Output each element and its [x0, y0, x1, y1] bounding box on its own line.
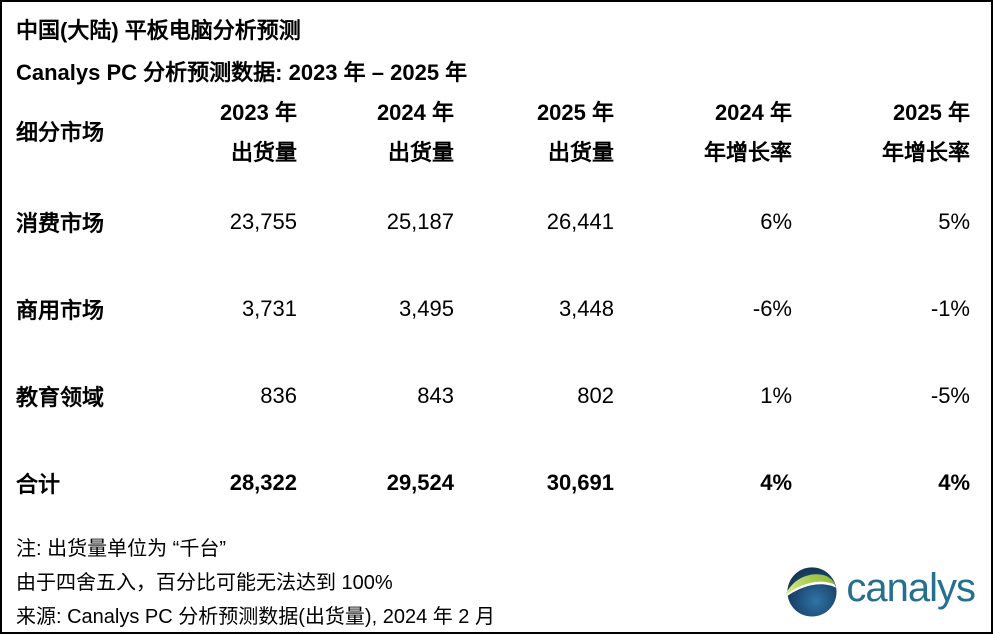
column-header-line: 年增长率: [881, 140, 970, 165]
column-header-line: 年增长率: [703, 140, 792, 165]
cell-value: -6%: [752, 295, 792, 321]
cell-value: 6%: [760, 208, 792, 234]
cell-value: 3,448: [558, 295, 614, 321]
column-header-line: 出货量: [547, 140, 614, 165]
cell-value: -1%: [930, 295, 970, 321]
cell-value: 836: [260, 382, 297, 408]
header: 中国(大陆) 平板电脑分析预测 Canalys PC 分析预测数据: 2023 …: [2, 2, 991, 88]
column-header-2024-growth: 2024 年 年增长率: [614, 88, 792, 178]
footnote-unit: 注: 出货量单位为 “千台”: [16, 538, 226, 560]
column-header-line: 2024 年: [376, 100, 454, 125]
row-label-education: 教育领域: [16, 384, 105, 410]
column-header-line: 2023 年: [219, 100, 297, 125]
cell-value: 23,755: [229, 208, 297, 234]
column-header-line: 2025 年: [892, 100, 970, 125]
column-header-line: 出货量: [387, 140, 454, 165]
forecast-table: 细分市场 2023 年 出货量 2024 年 出货量 2025 年 出货量 20…: [2, 88, 991, 526]
cell-value: 29,524: [386, 469, 454, 495]
row-label-consumer: 消费市场: [16, 210, 105, 236]
page-title: 中国(大陆) 平板电脑分析预测: [16, 18, 301, 43]
cell-value: 30,691: [546, 469, 614, 495]
cell-value: 5%: [938, 208, 970, 234]
row-label-total: 合计: [16, 471, 61, 497]
row-label-commercial: 商用市场: [16, 297, 105, 323]
cell-value: 3,731: [241, 295, 297, 321]
canalys-wordmark: canalys: [846, 566, 976, 610]
cell-value: 26,441: [546, 208, 614, 234]
column-header-2025-shipments: 2025 年 出货量: [454, 88, 614, 178]
cell-value: 1%: [760, 382, 792, 408]
column-header-2024-shipments: 2024 年 出货量: [297, 88, 454, 178]
column-header-2025-growth: 2025 年 年增长率: [792, 88, 970, 178]
cell-value: 3,495: [398, 295, 454, 321]
cell-value: 28,322: [229, 469, 297, 495]
cell-value: 4%: [938, 469, 970, 495]
column-header-line: 2025 年: [536, 100, 614, 125]
canalys-logo: canalys: [785, 565, 976, 617]
canalys-globe-icon: [785, 565, 837, 617]
cell-value: 843: [417, 382, 454, 408]
column-header-line: 细分市场: [16, 120, 105, 145]
column-header-line: 2024 年: [714, 100, 792, 125]
footnote-source: 来源: Canalys PC 分析预测数据(出货量), 2024 年 2 月: [16, 606, 495, 628]
column-header-2023-shipments: 2023 年 出货量: [146, 88, 297, 178]
cell-value: 4%: [760, 469, 792, 495]
column-header-segment: 细分市场: [16, 88, 146, 178]
page-subtitle: Canalys PC 分析预测数据: 2023 年 – 2025 年: [16, 60, 468, 85]
column-header-line: 出货量: [230, 140, 297, 165]
cell-value: 802: [577, 382, 614, 408]
footnotes: 注: 出货量单位为 “千台” 由于四舍五入，百分比可能无法达到 100% 来源:…: [2, 526, 991, 632]
cell-value: 25,187: [386, 208, 454, 234]
cell-value: -5%: [930, 382, 970, 408]
footnote-rounding: 由于四舍五入，百分比可能无法达到 100%: [16, 572, 393, 594]
